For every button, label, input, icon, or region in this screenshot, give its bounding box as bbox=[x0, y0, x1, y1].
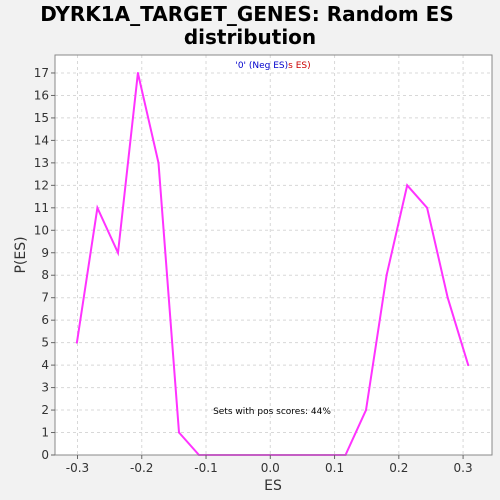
x-tick-label: -0.3 bbox=[66, 461, 89, 475]
data-point bbox=[137, 72, 139, 74]
y-tick-label: 13 bbox=[34, 156, 49, 170]
y-tick-label: 12 bbox=[34, 178, 49, 192]
x-tick-label: 0.1 bbox=[325, 461, 344, 475]
y-tick-label: 1 bbox=[41, 426, 49, 440]
legend: '0' (Neg ES)s ES) bbox=[235, 61, 310, 71]
y-tick-label: 17 bbox=[34, 66, 49, 80]
pos-score-annotation: Sets with pos scores: 44% bbox=[213, 407, 331, 417]
y-tick-label: 10 bbox=[34, 223, 49, 237]
y-tick-label: 3 bbox=[41, 381, 49, 395]
data-point bbox=[117, 252, 119, 254]
data-point bbox=[467, 364, 469, 366]
y-tick-label: 2 bbox=[41, 403, 49, 417]
y-tick-label: 7 bbox=[41, 291, 49, 305]
chart-title-line2: distribution bbox=[184, 25, 316, 49]
plot-area bbox=[55, 55, 492, 455]
y-tick-label: 8 bbox=[41, 268, 49, 282]
data-point bbox=[365, 409, 367, 411]
y-tick-label: 9 bbox=[41, 246, 49, 260]
x-tick-label: 0.0 bbox=[261, 461, 280, 475]
y-tick-label: 11 bbox=[34, 201, 49, 215]
y-tick-label: 14 bbox=[34, 133, 49, 147]
x-axis-label: ES bbox=[264, 478, 282, 494]
data-point bbox=[157, 162, 159, 164]
y-tick-label: 0 bbox=[41, 448, 49, 462]
legend-entry-neg: '0' (Neg ES) bbox=[235, 61, 288, 71]
y-tick-label: 4 bbox=[41, 358, 49, 372]
data-point bbox=[406, 184, 408, 186]
data-point bbox=[178, 432, 180, 434]
x-axis-ticks: -0.3 -0.2 -0.1 0.0 0.1 0.2 0.3 bbox=[66, 455, 473, 475]
data-point bbox=[76, 342, 78, 344]
x-tick-label: 0.3 bbox=[454, 461, 473, 475]
data-point bbox=[96, 207, 98, 209]
y-tick-label: 16 bbox=[34, 88, 49, 102]
y-tick-label: 5 bbox=[41, 336, 49, 350]
data-point bbox=[426, 207, 428, 209]
y-tick-label: 6 bbox=[41, 313, 49, 327]
legend-entry-pos: s ES) bbox=[288, 61, 310, 71]
data-point bbox=[447, 297, 449, 299]
x-tick-label: -0.1 bbox=[194, 461, 217, 475]
x-tick-label: 0.2 bbox=[389, 461, 408, 475]
data-point bbox=[386, 274, 388, 276]
chart-title-line1: DYRK1A_TARGET_GENES: Random ES bbox=[40, 2, 454, 26]
x-tick-label: -0.2 bbox=[130, 461, 153, 475]
y-axis-label: P(ES) bbox=[13, 236, 29, 273]
y-tick-label: 15 bbox=[34, 111, 49, 125]
